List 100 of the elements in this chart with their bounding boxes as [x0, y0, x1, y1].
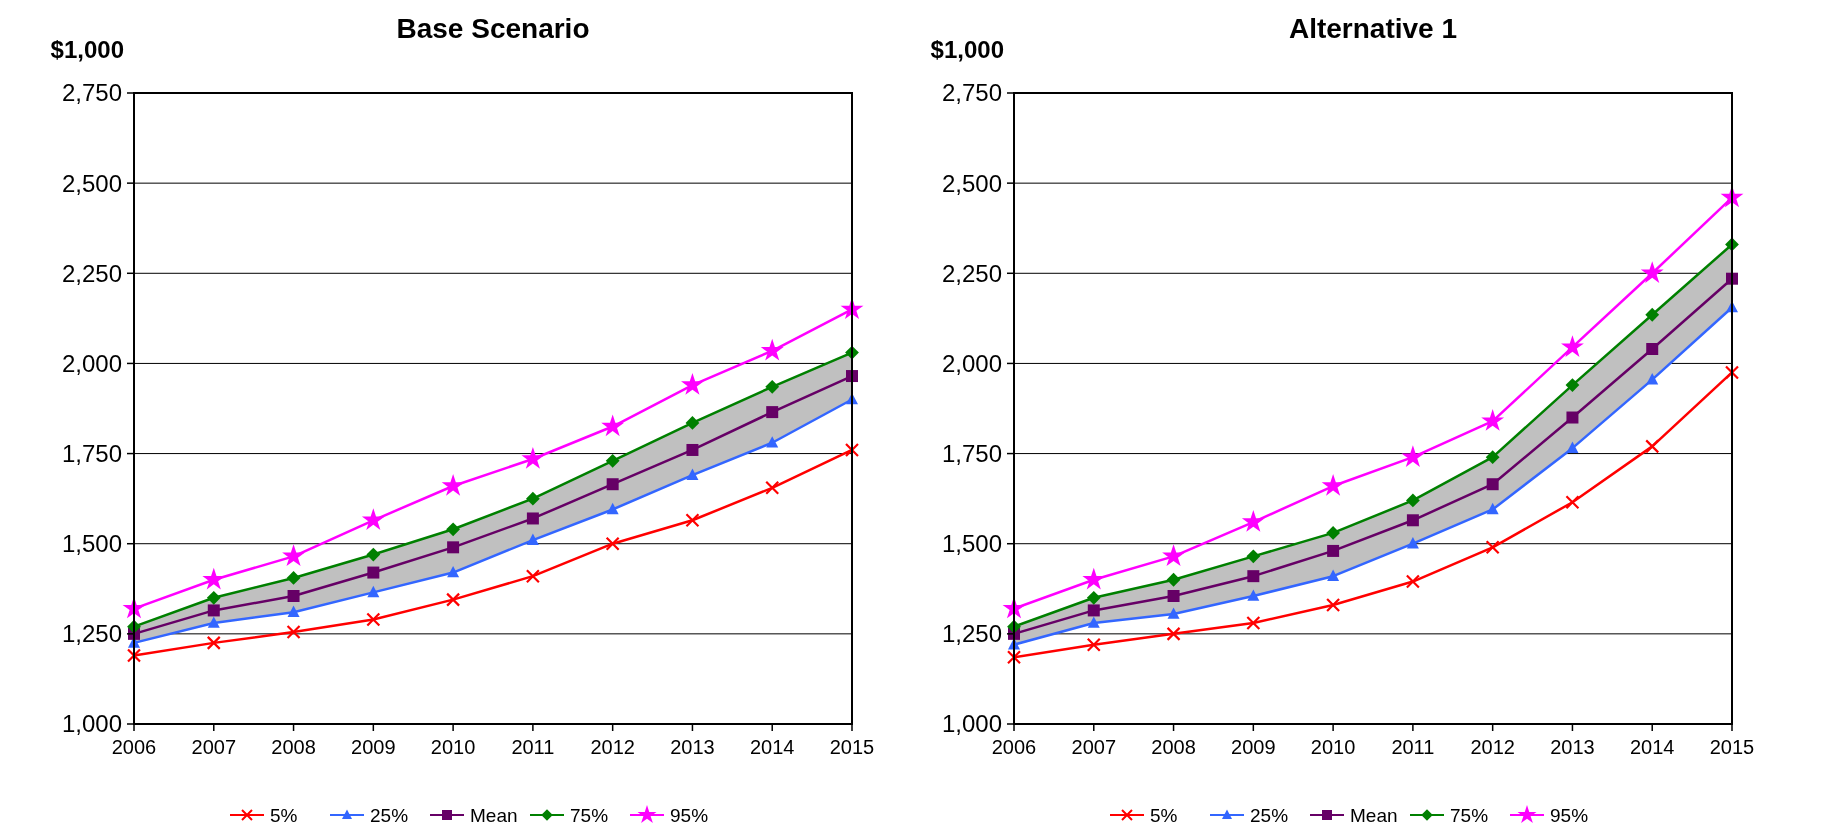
- point: [366, 547, 381, 562]
- legend-label: 5%: [1150, 804, 1178, 826]
- point: [367, 566, 380, 579]
- legend-label: 75%: [570, 804, 609, 826]
- point: [1645, 439, 1660, 454]
- x-tick-label: 2006: [111, 736, 157, 758]
- x-tick-label: 2013: [670, 736, 715, 758]
- point: [1327, 544, 1340, 557]
- point: [521, 446, 545, 469]
- y-tick-label: 2,500: [61, 169, 122, 197]
- point: [286, 571, 301, 585]
- point: [287, 590, 300, 602]
- legend-label: 25%: [1250, 804, 1289, 826]
- legend-label: 25%: [370, 804, 409, 826]
- y-axis-title: $1,000: [50, 36, 124, 63]
- y-tick-label: 2,750: [61, 79, 122, 107]
- point: [1246, 549, 1261, 564]
- point: [844, 442, 860, 458]
- y-tick-label: 1,750: [61, 439, 122, 467]
- point: [1241, 510, 1265, 532]
- point: [525, 569, 540, 584]
- point: [1724, 365, 1740, 380]
- point: [1565, 378, 1580, 392]
- point: [685, 513, 700, 528]
- point: [606, 502, 619, 515]
- point: [681, 373, 704, 395]
- point: [1326, 597, 1341, 613]
- point: [286, 624, 301, 640]
- y-tick-label: 2,500: [941, 169, 1002, 197]
- x-tick-label: 2007: [191, 736, 237, 758]
- point: [206, 635, 221, 650]
- point: [1486, 478, 1499, 491]
- x-tick-label: 2009: [1231, 736, 1276, 758]
- point: [1485, 450, 1500, 465]
- point: [1166, 626, 1181, 641]
- point: [1401, 445, 1425, 467]
- y-axis-title: $1,000: [930, 36, 1004, 63]
- x-tick-label: 2015: [1709, 736, 1755, 758]
- x-tick-label: 2009: [351, 736, 396, 758]
- x-tick-label: 2010: [1310, 736, 1356, 758]
- point: [1247, 589, 1260, 601]
- point: [1640, 261, 1664, 283]
- point: [1327, 569, 1340, 581]
- point: [686, 468, 699, 481]
- x-tick-label: 2014: [1629, 736, 1675, 758]
- x-tick-label: 2008: [1151, 736, 1196, 758]
- x-tick-label: 2012: [590, 736, 635, 758]
- point: [760, 338, 784, 361]
- point: [282, 544, 305, 567]
- point: [126, 648, 142, 663]
- point: [206, 590, 221, 605]
- point: [1566, 411, 1579, 424]
- point: [1646, 373, 1659, 385]
- point: [601, 414, 625, 437]
- point: [605, 453, 620, 468]
- point: [441, 474, 465, 496]
- x-tick-label: 2010: [430, 736, 476, 758]
- point: [1486, 502, 1499, 515]
- point: [525, 491, 540, 506]
- point: [526, 533, 539, 545]
- point: [1246, 615, 1261, 631]
- y-tick-label: 1,000: [61, 710, 122, 738]
- legend-label: 95%: [670, 804, 709, 826]
- point: [1167, 607, 1180, 619]
- point: [207, 616, 220, 628]
- point: [1086, 590, 1101, 605]
- legend-label: Mean: [1350, 804, 1398, 826]
- point: [1167, 590, 1180, 602]
- y-tick-label: 2,000: [941, 349, 1002, 377]
- point: [367, 585, 380, 598]
- point: [1321, 474, 1345, 496]
- chart-title: Base Scenario: [396, 13, 590, 44]
- legend-label: 5%: [270, 804, 298, 826]
- point: [1646, 343, 1659, 356]
- point: [1086, 637, 1101, 652]
- point: [447, 565, 460, 578]
- y-tick-label: 1,500: [61, 530, 122, 558]
- point: [1247, 570, 1260, 583]
- point: [1645, 307, 1660, 322]
- x-tick-label: 2007: [1071, 736, 1117, 758]
- point: [766, 436, 779, 448]
- x-tick-label: 2014: [749, 736, 795, 758]
- point: [605, 536, 620, 551]
- point: [1566, 441, 1579, 453]
- y-tick-label: 1,250: [941, 620, 1002, 648]
- x-tick-label: 2006: [991, 736, 1037, 758]
- y-tick-label: 1,250: [61, 620, 122, 648]
- y-tick-label: 2,000: [61, 349, 122, 377]
- point: [366, 612, 381, 627]
- legend-label: 95%: [1550, 804, 1589, 826]
- x-tick-label: 2013: [1550, 736, 1595, 758]
- point: [447, 541, 460, 554]
- point: [686, 443, 699, 456]
- point: [1166, 572, 1181, 587]
- point: [1162, 544, 1185, 567]
- point: [1087, 604, 1100, 617]
- y-tick-label: 2,250: [941, 259, 1002, 287]
- point: [685, 416, 700, 430]
- point: [765, 379, 780, 394]
- point: [1406, 537, 1419, 549]
